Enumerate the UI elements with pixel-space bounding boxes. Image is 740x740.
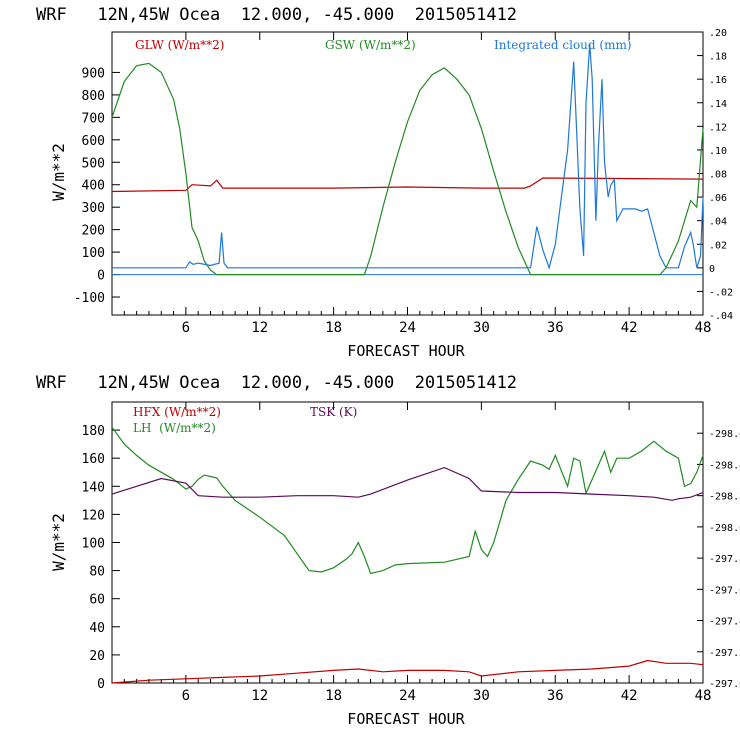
chart1-y-tick-label: 700 [82, 111, 105, 126]
chart2-x-tick-label: 12 [251, 688, 268, 704]
chart2-x-tick-label: 42 [621, 688, 638, 704]
chart1-y-tick-label: 400 [82, 179, 105, 194]
chart2-plot-frame [111, 401, 704, 684]
chart2-y2-tick-label: -297.4 [709, 617, 740, 628]
chart2-y2-tick-label: -297.6 [709, 585, 740, 596]
chart2-y2-tick-label: -298.2 [709, 492, 740, 503]
chart1-legend-glw: GLW (W/m**2) [135, 38, 224, 52]
chart1-x-tick-label: 30 [473, 320, 490, 336]
chart2-y-tick-label: 0 [97, 677, 105, 692]
chart2-y-tick-label: 180 [82, 424, 105, 439]
chart1-x-tick-label: 24 [399, 320, 416, 336]
chart2-y2-tick-label: -298.4 [709, 460, 740, 471]
chart2-y2-tick-label: -298.6 [709, 429, 740, 440]
chart2-x-tick-label: 48 [695, 688, 712, 704]
chart1-y-tick-label: 100 [82, 246, 105, 261]
chart1-y2-tick-label: .14 [709, 99, 727, 110]
chart1-y-tick-label: 300 [82, 201, 105, 216]
chart2-x-tick-label: 24 [399, 688, 416, 704]
chart1-y-tick-label: 500 [82, 156, 105, 171]
chart2-title: WRF 12N,45W Ocea 12.000, -45.000 2015051… [36, 373, 517, 393]
chart1-series-integrated-line [112, 43, 704, 270]
chart2-y-tick-label: 160 [82, 452, 105, 467]
chart1-title: WRF 12N,45W Ocea 12.000, -45.000 2015051… [36, 5, 517, 25]
chart1-y2-tick-label: .20 [709, 28, 727, 39]
chart1-y-tick-label: 200 [82, 224, 105, 239]
chart2-y2-tick-label: -298.0 [709, 523, 740, 534]
chart2-y-tick-label: 60 [89, 593, 105, 608]
chart1-y2-tick-label: .08 [709, 170, 727, 181]
chart1-y-tick-label: -100 [74, 291, 105, 306]
chart1-y-tick-label: 600 [82, 134, 105, 149]
chart2-y-tick-label: 80 [89, 565, 105, 580]
chart1-legend-cloud: Integrated cloud (mm) [494, 38, 632, 52]
chart2-y2-tick-label: -297.8 [709, 554, 740, 565]
chart1-x-tick-label: 42 [621, 320, 638, 336]
chart1-x-tick-label: 6 [182, 320, 190, 336]
chart1-y-tick-label: 900 [82, 66, 105, 81]
chart2-y2-tick-label: -297.0 [709, 679, 740, 690]
chart2-x-tick-label: 36 [547, 688, 564, 704]
chart1-y2-tick-label: .10 [709, 146, 727, 157]
chart1-x-tick-label: 36 [547, 320, 564, 336]
chart2-legend-tsk: TSK (K) [310, 405, 357, 419]
chart2-series-tsk-line [111, 466, 704, 501]
chart1-y2-tick-label: -.02 [709, 287, 733, 298]
chart2-y-axis-label: W/m**2 [49, 513, 68, 571]
chart2-y2-tick-label: -297.2 [709, 648, 740, 659]
chart2-y-tick-label: 100 [82, 537, 105, 552]
chart1-x-tick-label: 12 [251, 320, 268, 336]
chart2-y-tick-label: 140 [82, 480, 105, 495]
chart1-y2-tick-label: .16 [709, 75, 727, 86]
chart2-x-axis-label: FORECAST HOUR [347, 710, 465, 728]
chart1-y-tick-label: 800 [82, 89, 105, 104]
chart2-legend-lh: LH (W/m**2) [133, 421, 216, 435]
chart1-y-tick-label: 0 [97, 269, 105, 284]
chart1-y2-tick-label: .04 [709, 217, 727, 228]
chart1-y2-tick-label: 0 [709, 264, 715, 275]
chart1-series-glw-line [111, 177, 704, 193]
chart1-y2-tick-label: .18 [709, 52, 727, 63]
chart1-plot-frame [111, 31, 704, 316]
chart1-y-axis-label: W/m**2 [49, 143, 68, 201]
chart1-series-gsw-line [111, 62, 704, 276]
chart2-y-tick-label: 20 [89, 649, 105, 664]
chart2-x-tick-label: 30 [473, 688, 490, 704]
chart2-series-hfx-line [111, 659, 704, 684]
chart1-x-tick-label: 48 [695, 320, 712, 336]
chart1-y2-tick-label: -.04 [709, 311, 733, 322]
chart1-y2-tick-label: .12 [709, 122, 727, 133]
chart2-y-tick-label: 40 [89, 621, 105, 636]
chart2-series-lh-line [111, 426, 704, 575]
chart2-x-tick-label: 18 [325, 688, 342, 704]
chart1-x-axis-label: FORECAST HOUR [347, 342, 465, 360]
chart1-y2-tick-label: .02 [709, 240, 727, 251]
chart2-x-tick-label: 6 [182, 688, 190, 704]
chart2-legend-hfx: HFX (W/m**2) [133, 405, 221, 419]
chart1-legend-gsw: GSW (W/m**2) [325, 38, 416, 52]
chart1-y2-tick-label: .06 [709, 193, 727, 204]
chart1-x-tick-label: 18 [325, 320, 342, 336]
chart2-y-tick-label: 120 [82, 508, 105, 523]
